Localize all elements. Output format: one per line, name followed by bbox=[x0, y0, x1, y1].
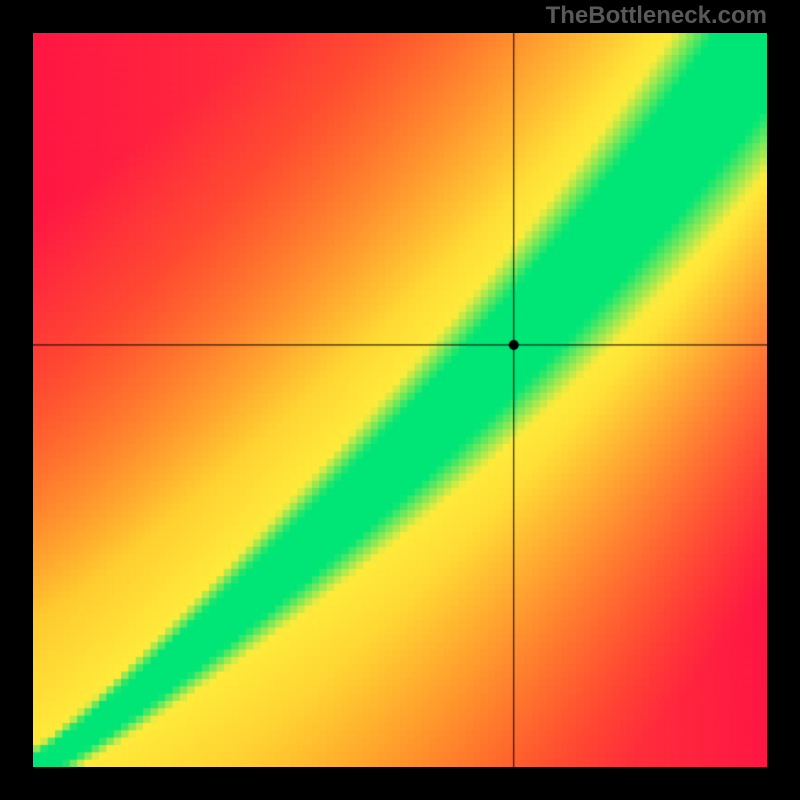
watermark-text: TheBottleneck.com bbox=[546, 2, 767, 30]
chart-container: TheBottleneck.com bbox=[0, 0, 800, 800]
bottleneck-heatmap bbox=[33, 33, 767, 767]
